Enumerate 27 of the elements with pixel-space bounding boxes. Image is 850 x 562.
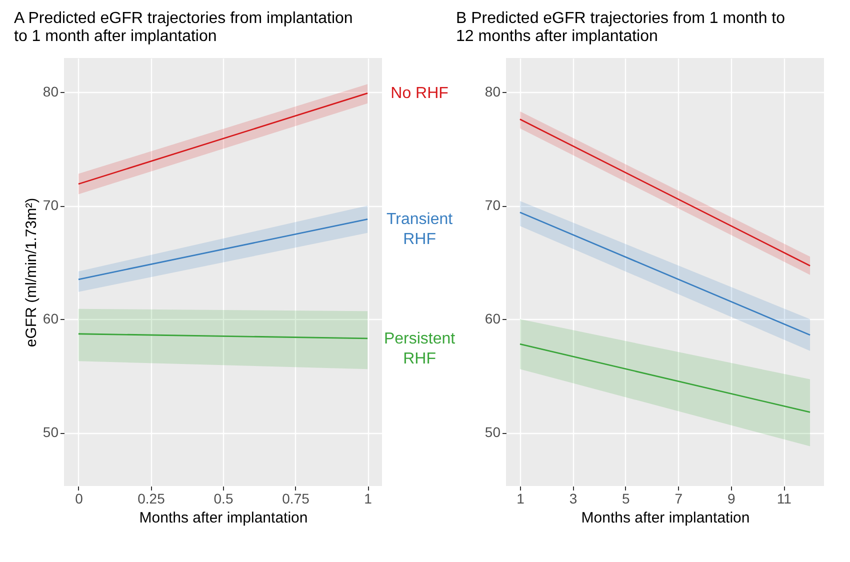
x-tick-label: 9 — [728, 490, 736, 506]
series-label: Transient RHF — [386, 211, 454, 248]
y-tick-label: 60 — [484, 310, 501, 327]
x-tick-label: 0.5 — [214, 490, 234, 506]
y-tick-label: 50 — [484, 424, 501, 440]
x-tick-label: 5 — [622, 490, 630, 506]
y-tick-label: 80 — [42, 84, 59, 100]
x-axis-title: Months after implantation — [139, 510, 308, 526]
x-tick-label: 0.25 — [138, 490, 166, 506]
y-tick-label: 80 — [484, 84, 501, 100]
y-tick-label: 60 — [42, 310, 59, 327]
series-label: No RHF — [390, 85, 449, 102]
series-label: Persistent RHF — [384, 330, 456, 368]
x-tick-label: 11 — [776, 490, 792, 506]
chart-title: A Predicted eGFR trajectories from implantation to 1 month after implantation — [14, 10, 353, 45]
x-tick-label: 1 — [364, 490, 372, 506]
x-tick-label: 3 — [569, 490, 578, 506]
x-axis-title: Months after implantation — [581, 510, 750, 526]
x-tick-label: 7 — [674, 490, 683, 506]
x-tick-label: 1 — [516, 490, 525, 506]
chart-title: B Predicted eGFR trajectories from 1 month to 12 months after implantation — [456, 10, 786, 45]
y-tick-label: 70 — [484, 197, 501, 214]
x-tick-label: 0 — [75, 490, 84, 506]
y-axis-title: eGFR (ml/min/1.73m²) — [22, 198, 40, 348]
y-tick-label: 50 — [42, 424, 59, 440]
y-tick-label: 70 — [42, 197, 59, 214]
x-tick-label: 0.75 — [282, 490, 310, 506]
